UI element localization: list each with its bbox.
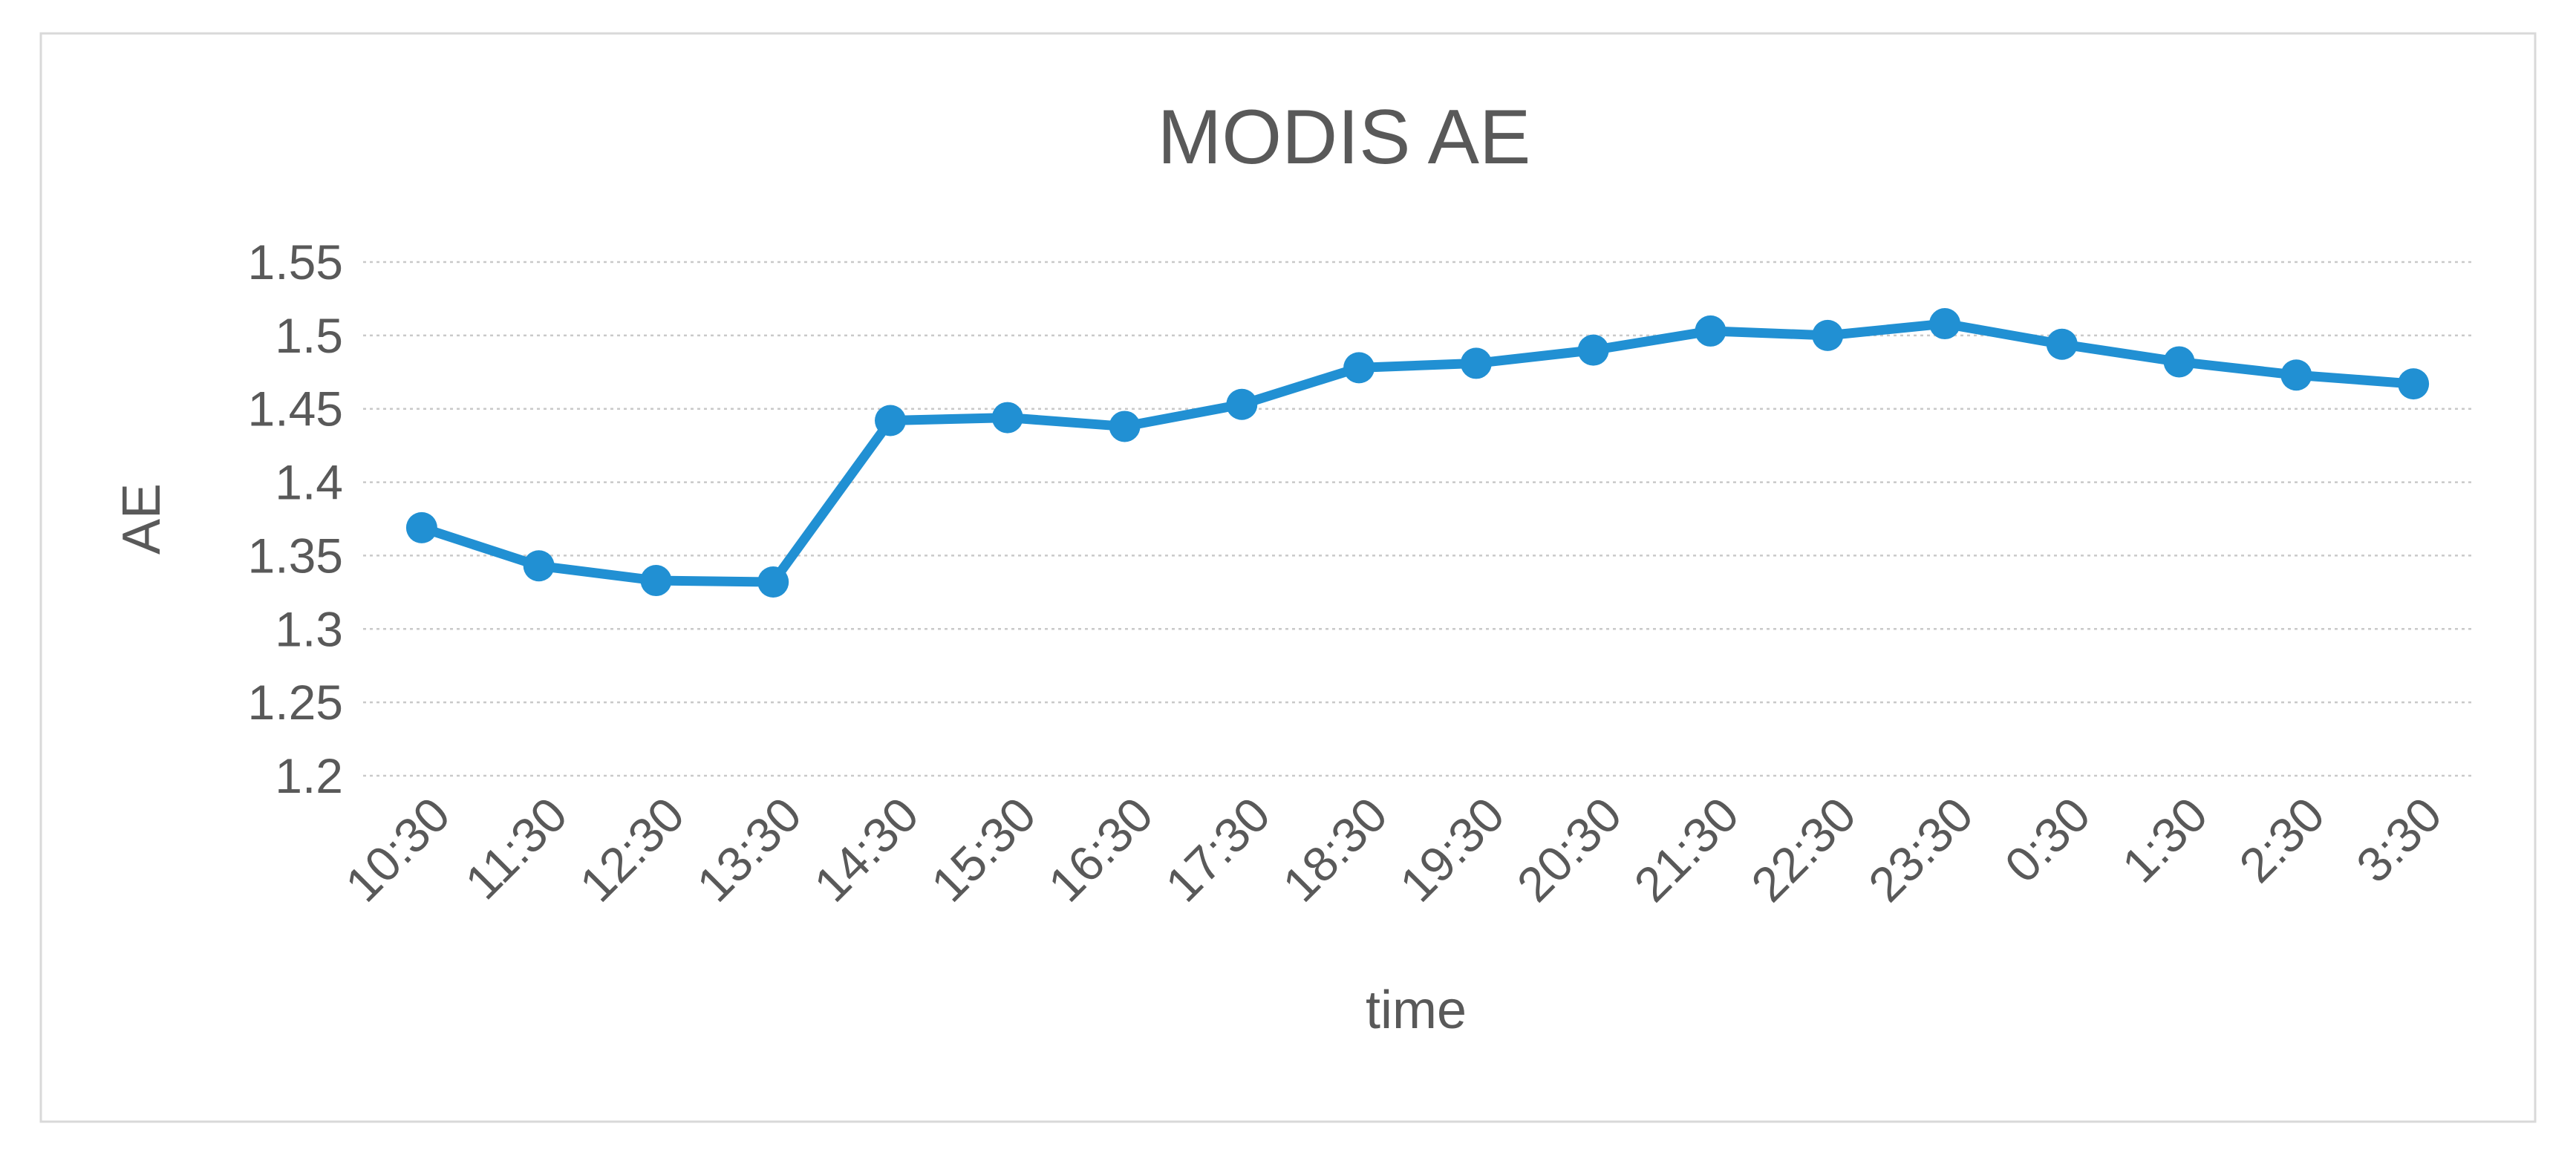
data-point-marker <box>523 550 555 582</box>
data-point-marker <box>2046 328 2078 360</box>
chart-border <box>39 32 2537 1123</box>
data-point-marker <box>1812 319 1844 351</box>
data-point-marker <box>757 566 789 598</box>
data-point-marker <box>1695 315 1726 347</box>
data-point-marker <box>1343 352 1375 384</box>
y-axis-tick-label: 1.3 <box>275 601 343 656</box>
data-point-marker <box>1929 308 1960 340</box>
data-point-marker <box>1577 334 1609 366</box>
y-axis-title: AE <box>112 483 172 555</box>
data-point-marker <box>1460 347 1492 379</box>
data-point-marker <box>875 405 906 436</box>
series-line <box>417 318 2419 587</box>
y-axis-tick-label: 1.4 <box>275 455 343 510</box>
data-point-marker <box>640 565 672 597</box>
x-axis-title: time <box>1366 981 1467 1040</box>
chart-title: MODIS AE <box>1158 94 1531 180</box>
data-point-marker <box>2280 359 2312 391</box>
y-axis-tick-label: 1.35 <box>248 528 343 583</box>
data-point-marker <box>1109 411 1141 442</box>
y-axis-tick-label: 1.55 <box>248 235 343 290</box>
y-axis-tick-label: 1.5 <box>275 308 343 363</box>
data-point-marker <box>2398 368 2430 400</box>
y-axis-tick-label: 1.45 <box>248 382 343 436</box>
data-point-marker <box>2163 346 2195 378</box>
data-point-marker <box>991 402 1023 434</box>
data-point-marker <box>1226 388 1258 420</box>
y-axis-tick-label: 1.2 <box>275 748 343 803</box>
y-axis-tick-label: 1.25 <box>248 675 343 730</box>
data-point-marker <box>405 511 437 543</box>
